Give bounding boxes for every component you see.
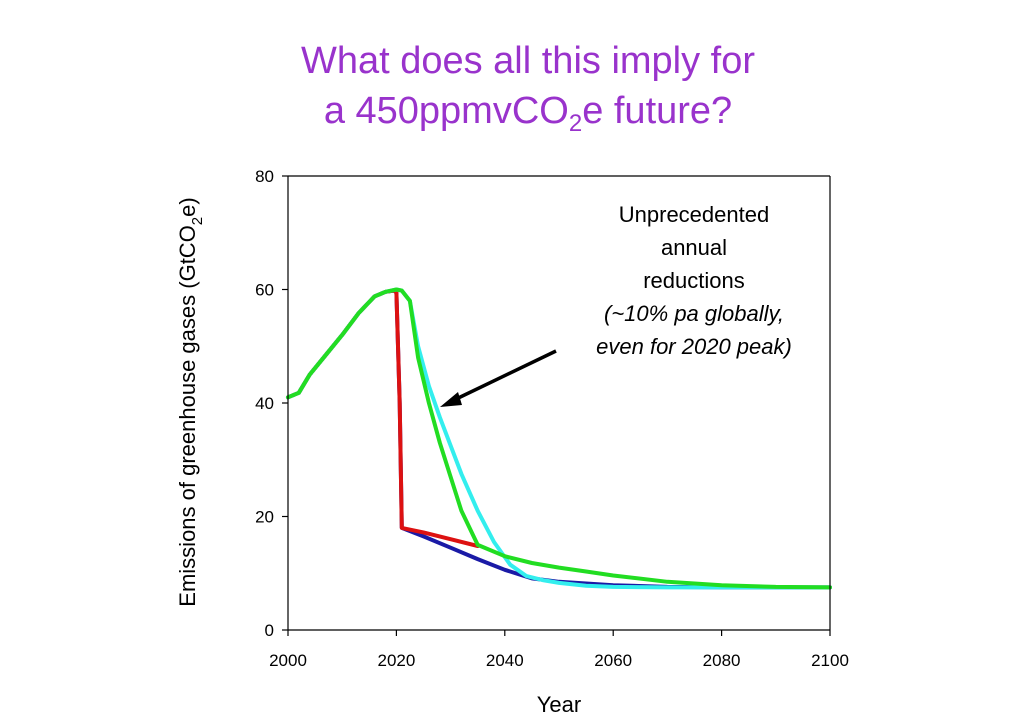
y-axis-label-pre: Emissions of greenhouse gases (GtCO — [175, 225, 200, 607]
slide-title: What does all this imply for a 450ppmvCO… — [0, 36, 1024, 136]
series-layer — [286, 287, 832, 590]
annotation-line-2: annual — [660, 235, 728, 260]
annotation-line-1: Unprecedented — [618, 202, 770, 227]
y-axis-label-post: e) — [175, 197, 200, 217]
y-tick-label-20: 20 — [255, 508, 274, 527]
title-line-1: What does all this imply for — [300, 40, 756, 82]
x-tick-label-2100: 2100 — [811, 651, 849, 670]
series-line-4 — [286, 287, 832, 590]
y-tick-label-0: 0 — [265, 621, 274, 640]
annotation-line-3: reductions — [643, 268, 745, 293]
x-axis-label: Year — [537, 692, 581, 717]
y-axis-label-sub: 2 — [189, 217, 206, 225]
title-line-2-post: e future? — [582, 90, 733, 132]
x-tick-label-2020: 2020 — [377, 651, 415, 670]
title-line-2-sub: 2 — [568, 110, 583, 137]
annotation-line-5: even for 2020 peak) — [596, 334, 792, 359]
y-tick-label-60: 60 — [255, 281, 274, 300]
x-tick-label-2000: 2000 — [269, 651, 307, 670]
annotation: Unprecedented annual reductions (~10% pa… — [560, 198, 828, 363]
annotation-arrow-line — [451, 349, 557, 403]
y-tick-label-80: 80 — [255, 167, 274, 186]
x-tick-label-2080: 2080 — [703, 651, 741, 670]
series-line-2 — [286, 288, 480, 548]
title-line-2: a 450ppmvCO2e future? — [0, 86, 1024, 136]
annotation-line-4: (~10% pa globally, — [604, 301, 784, 326]
y-tick-label-40: 40 — [255, 394, 274, 413]
y-axis-label: Emissions of greenhouse gases (GtCO2e) — [175, 197, 206, 606]
annotation-arrow-head — [440, 392, 462, 407]
x-tick-label-2060: 2060 — [594, 651, 632, 670]
x-tick-label-2040: 2040 — [486, 651, 524, 670]
title-line-2-pre: a 450ppmvCO — [323, 90, 569, 132]
